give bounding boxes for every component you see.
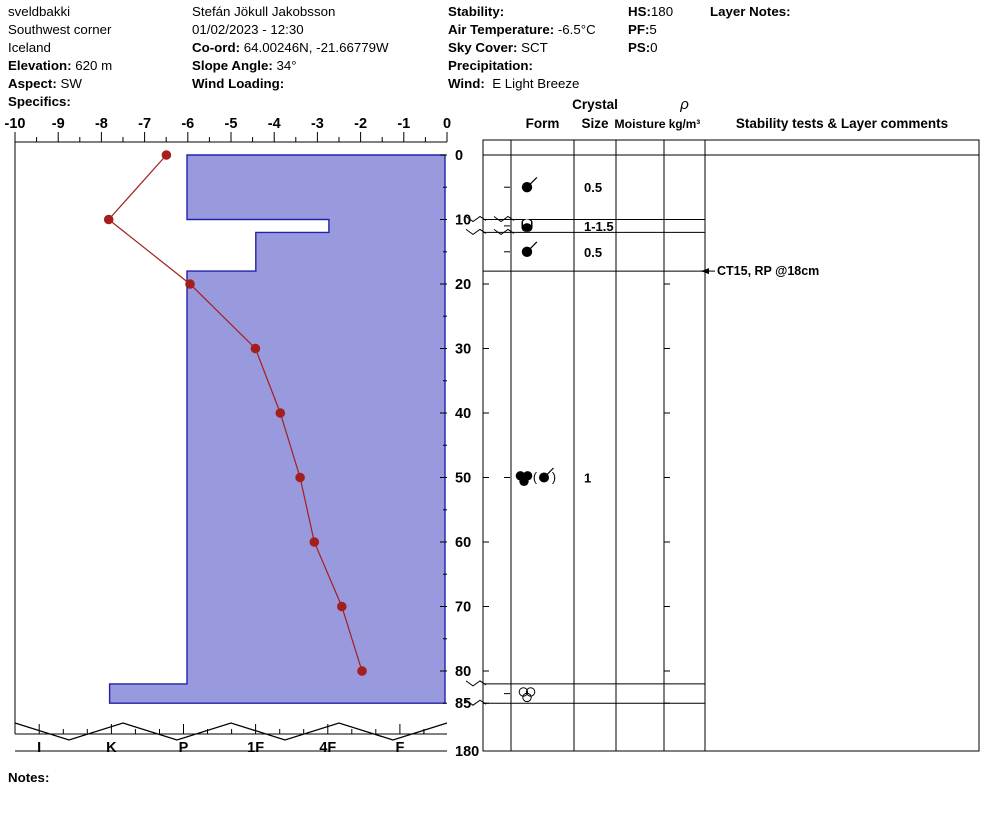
svg-text:50: 50 — [455, 471, 471, 487]
svg-text:1-1.5: 1-1.5 — [584, 219, 614, 234]
svg-text:85: 85 — [455, 696, 471, 712]
svg-text:-2: -2 — [354, 116, 367, 132]
svg-text:-8: -8 — [95, 116, 108, 132]
svg-text:Crystal: Crystal — [572, 97, 618, 112]
svg-text:Moisture: Moisture — [614, 117, 665, 131]
svg-text:-4: -4 — [268, 116, 281, 132]
svg-text:-5: -5 — [225, 116, 238, 132]
svg-text:20: 20 — [455, 277, 471, 293]
svg-text:Stability tests & Layer commen: Stability tests & Layer comments — [736, 116, 948, 131]
svg-text:): ) — [552, 471, 556, 485]
svg-text:30: 30 — [455, 342, 471, 358]
svg-text:4F: 4F — [319, 740, 336, 756]
svg-text:P: P — [179, 740, 189, 756]
svg-text:70: 70 — [455, 600, 471, 616]
svg-text:K: K — [106, 740, 117, 756]
svg-text:-10: -10 — [5, 116, 26, 132]
svg-text:1F: 1F — [247, 740, 264, 756]
svg-text:0: 0 — [443, 116, 451, 132]
svg-text:F: F — [395, 740, 404, 756]
svg-text:(: ( — [533, 471, 538, 485]
svg-text:Form: Form — [526, 116, 560, 131]
svg-text:10: 10 — [455, 213, 471, 229]
svg-text:40: 40 — [455, 406, 471, 422]
svg-text:1: 1 — [584, 471, 591, 486]
svg-text:180: 180 — [455, 744, 479, 760]
svg-text:kg/m³: kg/m³ — [669, 117, 701, 131]
svg-text:-7: -7 — [138, 116, 151, 132]
svg-text:-3: -3 — [311, 116, 324, 132]
svg-text:-6: -6 — [181, 116, 194, 132]
svg-text:-9: -9 — [52, 116, 65, 132]
svg-text:Size: Size — [581, 116, 609, 131]
svg-text:80: 80 — [455, 664, 471, 680]
svg-text:ρ: ρ — [679, 96, 689, 113]
svg-text:60: 60 — [455, 535, 471, 551]
svg-text:CT15, RP @18cm: CT15, RP @18cm — [717, 264, 819, 278]
svg-text:I: I — [37, 740, 41, 756]
svg-text:0: 0 — [455, 148, 463, 164]
svg-text:-1: -1 — [397, 116, 410, 132]
svg-text:0.5: 0.5 — [584, 180, 602, 195]
svg-text:0.5: 0.5 — [584, 245, 602, 260]
